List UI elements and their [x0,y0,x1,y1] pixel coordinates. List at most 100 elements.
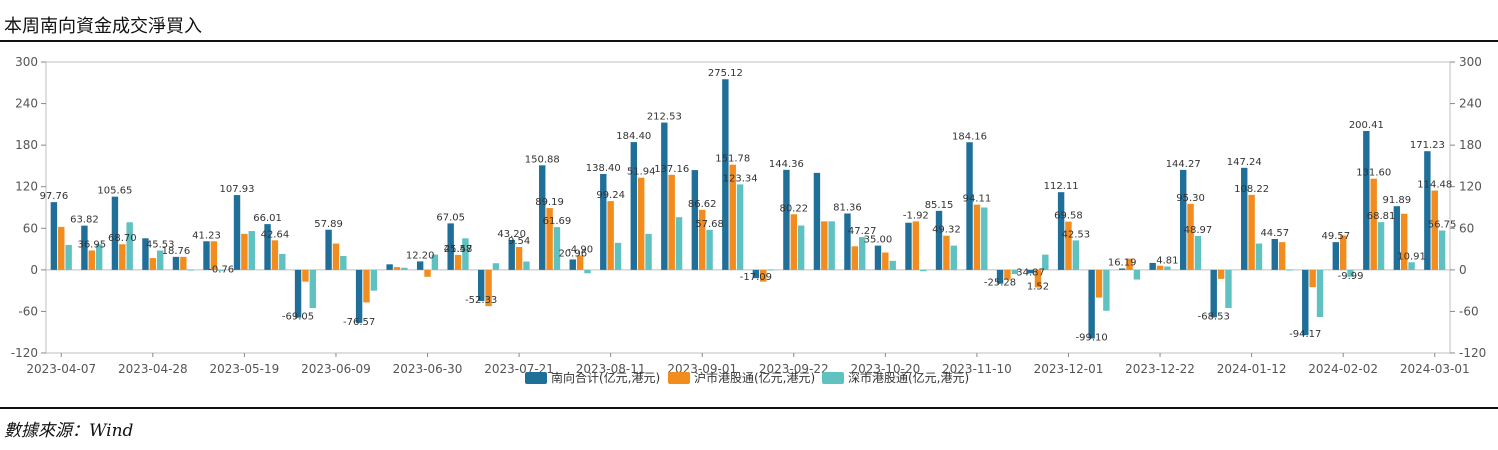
bar-沪市港股通-2023-06-23 [393,267,401,270]
data-label: 68.70 [108,233,137,244]
bar-南向合计-2023-05-12 [203,241,210,270]
bar-沪市港股通-2023-12-22 [1156,265,1164,270]
data-label: 137.16 [654,164,689,175]
bar-南向合计-2023-06-09 [325,229,332,270]
data-label: 144.36 [769,159,804,170]
data-label: 131.60 [1356,168,1391,179]
x-tick-label: 2023-12-01 [1034,362,1104,376]
bar-深市港股通-2023-11-17 [1011,269,1019,275]
bar-沪市港股通-2023-10-13 [851,246,859,270]
bar-沪市港股通-2024-02-02 [1339,235,1347,270]
bar-南向合计-2023-06-16 [355,269,363,323]
bar-深市港股通-2023-06-16 [370,269,378,291]
data-label: -17.09 [740,272,772,283]
legend-swatch-沪市港股通 [668,372,690,384]
x-tick-label: 2024-03-01 [1400,362,1470,376]
data-label: 107.93 [220,184,255,195]
bar-深市港股通-2024-01-19 [1286,269,1293,271]
y-tick-label-right: 60 [1459,221,1474,235]
data-label: -9.99 [1338,271,1364,282]
bar-深市港股通-2023-04-28 [156,250,164,270]
bar-沪市港股通-2023-06-09 [332,243,340,270]
x-tick-label: 2023-11-10 [942,362,1012,376]
bar-沪市港股通-2024-01-12 [1248,194,1255,270]
x-tick-label: 2023-04-07 [26,362,96,376]
bar-深市港股通-2023-10-27 [920,269,927,272]
data-label: 57.89 [314,219,343,230]
bar-南向合计-2023-07-07 [447,223,454,270]
bar-南向合计-2023-12-08 [1088,269,1095,339]
bar-沪市港股通-2023-07-21 [515,246,523,270]
bar-沪市港股通-2023-04-14 [88,250,95,270]
y-tick-label-right: 0 [1459,263,1467,277]
bar-沪市港股通-2023-10-27 [912,221,920,270]
data-label: 147.24 [1227,157,1262,168]
data-label: -69.05 [282,312,314,323]
data-label: 212.53 [647,112,682,123]
data-label: 150.88 [525,154,560,165]
data-label: 89.19 [535,197,564,208]
bar-南向合计-2023-07-28 [539,165,546,270]
data-label: 18.76 [162,246,191,257]
bar-沪市港股通-2023-06-02 [302,269,309,282]
bar-沪市港股通-2024-01-05 [1217,269,1225,279]
bar-深市港股通-2023-09-08 [736,184,744,270]
data-label: 68.81 [1367,211,1396,222]
data-label: 41.23 [192,230,221,241]
bar-深市港股通-2023-06-02 [309,269,317,308]
bar-沪市港股通-2023-04-28 [149,258,157,270]
data-label: -25.28 [984,278,1016,289]
y-tick-label-right: 180 [1459,138,1482,152]
data-source: 數據來源：Wind [4,421,134,441]
bar-深市港股通-2023-12-01 [1072,240,1080,270]
bar-沪市港股通-2023-06-16 [363,269,370,303]
data-label: 49.57 [1321,231,1350,242]
data-label: 49.32 [932,225,961,236]
data-label: 4.81 [1156,256,1178,267]
bar-沪市港股通-2023-09-15 [760,269,767,282]
bar-深市港股通-2023-06-30 [431,254,439,270]
bar-南向合计-2023-06-02 [294,269,302,318]
bar-南向合计-2023-09-15 [752,269,760,279]
data-label: 200.41 [1349,120,1384,131]
bar-沪市港股通-2023-09-01 [699,209,706,270]
bar-南向合计-2023-09-29 [813,172,821,270]
bar-南向合计-2023-05-26 [264,224,271,270]
bar-沪市港股通-2023-11-24 [1034,269,1042,288]
bar-深市港股通-2024-02-09 [1377,222,1385,270]
data-label: 48.97 [1184,225,1213,236]
bar-南向合计-2023-08-25 [661,122,668,270]
bar-南向合计-2023-07-21 [508,239,515,270]
bar-南向合计-2023-11-03 [935,210,943,270]
bar-深市港股通-2023-12-15 [1133,269,1141,280]
bar-深市港股通-2023-04-21 [126,222,133,270]
bar-深市港股通-2023-09-01 [706,229,713,270]
bar-深市港股通-2023-09-15 [767,269,774,271]
x-tick-label: 2023-08-11 [576,362,646,376]
data-label: 47.27 [848,226,877,237]
data-label: 20.96 [558,248,587,259]
data-label: 112.11 [1044,181,1079,192]
data-label: 184.16 [952,131,987,142]
y-tick-label-left: 240 [15,97,38,111]
bar-沪市港股通-2023-04-07 [58,226,65,270]
data-label: 57.68 [695,219,724,230]
data-label: 44.57 [1260,228,1289,239]
x-tick-label: 2024-02-02 [1308,362,1378,376]
bar-深市港股通-2023-05-12 [218,269,225,271]
bottom-rule [0,407,1498,409]
legend-swatch-深市港股通 [822,372,844,384]
data-label: 81.36 [833,202,862,213]
chart-title: 本周南向資金成交淨買入 [4,16,202,37]
bar-南向合计-2023-04-21 [111,196,119,270]
data-label: 80.22 [779,203,808,214]
bar-沪市港股通-2023-11-17 [1004,269,1011,280]
bar-沪市港股通-2024-02-23 [1401,213,1408,270]
bar-深市港股通-2024-01-05 [1225,269,1232,308]
bar-南向合计-2023-06-23 [386,264,393,270]
bar-南向合计-2023-09-22 [783,169,790,270]
data-label: 151.78 [715,154,750,165]
bar-深市港股通-2023-12-08 [1103,269,1110,311]
data-label: 95.30 [1176,193,1205,204]
data-label: 21.57 [444,244,473,255]
